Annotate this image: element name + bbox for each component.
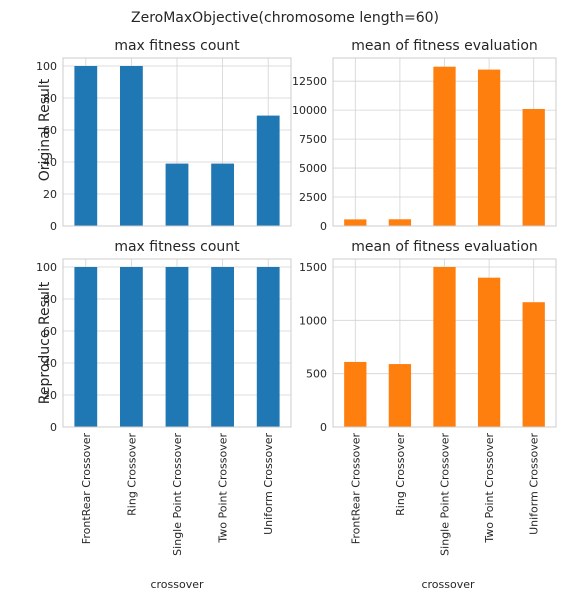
y-tick-label: 60 (43, 325, 57, 338)
panel-max-fitness-original: 0 20 40 60 80 100 max fitness count (36, 38, 291, 233)
x-tick-label-frontrear-crossover: FrontRear Crossover (349, 433, 362, 545)
y-tick-label: 20 (43, 389, 57, 402)
bar-ring-crossover (389, 364, 411, 427)
y-tick-label: 40 (43, 357, 57, 370)
x-tick-label-uniform-crossover: Uniform Crossover (262, 433, 275, 535)
bar-single-point-crossover (433, 267, 455, 427)
y-tick-label: 0 (50, 421, 57, 434)
y-tick-label: 100 (36, 261, 57, 274)
y-tick-label: 5000 (299, 162, 327, 175)
y-tick-label: 12500 (292, 75, 327, 88)
bar-frontrear-crossover (344, 362, 366, 427)
bar-uniform-crossover (523, 109, 545, 226)
y-tick-label: 0 (320, 220, 327, 233)
y-tick-label: 2500 (299, 191, 327, 204)
y-tick-label: 7500 (299, 133, 327, 146)
panel-mean-evaluation-original: 0 2500 5000 7500 10000 12500 mean of fitness e… (292, 38, 556, 233)
x-axis-label-left: crossover (150, 578, 204, 591)
bar-frontrear-crossover (74, 66, 97, 226)
panel-title: mean of fitness evaluation (351, 38, 538, 54)
y-tick-label: 100 (36, 60, 57, 73)
y-tick-label: 500 (306, 368, 327, 381)
x-tick-label-ring-crossover: Ring Crossover (394, 433, 407, 516)
bar-uniform-crossover (257, 267, 280, 427)
panel-title: mean of fitness evaluation (351, 239, 538, 255)
bar-single-point-crossover (433, 67, 455, 226)
bar-ring-crossover (120, 267, 143, 427)
figure-suptitle: ZeroMaxObjective(chromosome length=60) (131, 10, 439, 26)
panel-title: max fitness count (114, 239, 240, 255)
bar-uniform-crossover (523, 302, 545, 427)
x-tick-label-uniform-crossover: Uniform Crossover (528, 433, 541, 535)
x-tick-label-single-point-crossover: Single Point Crossover (171, 433, 184, 556)
y-tick-label: 20 (43, 188, 57, 201)
bar-ring-crossover (389, 219, 411, 226)
x-tick-label-single-point-crossover: Single Point Crossover (439, 433, 452, 556)
panel-max-fitness-reproduce: 0 20 40 60 80 100 FrontRear Crossover Ring Cros… (36, 239, 291, 556)
y-tick-label: 1000 (299, 314, 327, 327)
bar-frontrear-crossover (74, 267, 97, 427)
bar-two-point-crossover (478, 70, 500, 226)
bar-frontrear-crossover (344, 219, 366, 226)
bar-single-point-crossover (166, 267, 189, 427)
y-tick-label: 0 (320, 421, 327, 434)
y-tick-label: 1500 (299, 261, 327, 274)
bar-two-point-crossover (478, 278, 500, 427)
bar-two-point-crossover (211, 164, 234, 226)
y-tick-label: 80 (43, 92, 57, 105)
x-tick-label-two-point-crossover: Two Point Crossover (483, 433, 496, 544)
x-tick-label-two-point-crossover: Two Point Crossover (217, 433, 230, 544)
y-tick-label: 60 (43, 124, 57, 137)
bar-single-point-crossover (166, 164, 189, 226)
bar-two-point-crossover (211, 267, 234, 427)
x-tick-label-frontrear-crossover: FrontRear Crossover (80, 433, 93, 545)
y-tick-label: 0 (50, 220, 57, 233)
panel-mean-evaluation-reproduce: 0 500 1000 1500 FrontRear Crossover Ring Cros… (299, 239, 556, 556)
y-tick-label: 10000 (292, 104, 327, 117)
x-tick-label-ring-crossover: Ring Crossover (125, 433, 138, 516)
bar-ring-crossover (120, 66, 143, 226)
x-axis-label-right: crossover (421, 578, 475, 591)
bar-uniform-crossover (257, 116, 280, 226)
panel-title: max fitness count (114, 38, 240, 54)
y-tick-label: 80 (43, 293, 57, 306)
y-tick-label: 40 (43, 156, 57, 169)
